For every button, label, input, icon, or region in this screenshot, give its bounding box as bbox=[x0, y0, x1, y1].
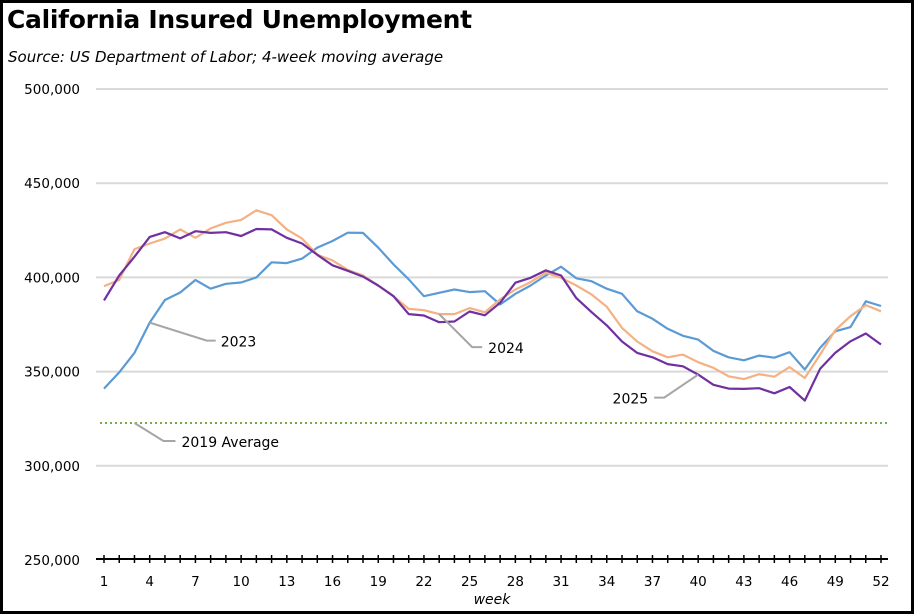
series-line-2023 bbox=[103, 231, 882, 390]
x-tick-label: 13 bbox=[278, 574, 295, 590]
x-tick-label: 19 bbox=[370, 574, 387, 590]
x-tick-label: 37 bbox=[644, 574, 661, 590]
x-tick-label: 16 bbox=[324, 574, 341, 590]
annotation-leader-line bbox=[438, 313, 483, 349]
x-axis-tick-labels: 1 4 7 10 13 16 19 22 25 28 31 34 37 40 43 46 49 52 bbox=[100, 574, 890, 590]
data-series bbox=[100, 209, 888, 425]
x-tick-label: 34 bbox=[598, 574, 615, 590]
y-axis-tick-labels: 250,000 300,000 350,000 400,000 450,000 500,0… bbox=[24, 82, 80, 569]
annotation-label: 2024 bbox=[488, 341, 524, 357]
y-tick-label: 500,000 bbox=[24, 82, 80, 98]
x-tick-label: 1 bbox=[100, 574, 109, 590]
y-tick-label: 350,000 bbox=[24, 365, 80, 381]
x-tick-label: 31 bbox=[552, 574, 569, 590]
series-line-2025 bbox=[103, 227, 882, 402]
y-tick-label: 250,000 bbox=[24, 553, 80, 569]
x-tick-label: 22 bbox=[415, 574, 432, 590]
y-tick-label: 400,000 bbox=[24, 270, 80, 286]
x-tick-label: 43 bbox=[735, 574, 752, 590]
x-tick-label: 40 bbox=[690, 574, 707, 590]
annotation-leader-line bbox=[133, 422, 176, 443]
y-tick-label: 450,000 bbox=[24, 176, 80, 192]
x-tick-label: 25 bbox=[461, 574, 478, 590]
x-tick-label: 46 bbox=[781, 574, 798, 590]
x-axis-label: week bbox=[474, 592, 512, 608]
series-line-2024 bbox=[103, 209, 882, 381]
y-tick-label: 300,000 bbox=[24, 459, 80, 475]
x-tick-label: 28 bbox=[507, 574, 524, 590]
x-tick-label: 7 bbox=[191, 574, 200, 590]
annotation-label: 2025 bbox=[613, 392, 649, 408]
annotation-label: 2023 bbox=[221, 335, 257, 351]
x-tick-label: 4 bbox=[145, 574, 154, 590]
annotation-leader-line bbox=[654, 373, 699, 399]
gridlines bbox=[96, 88, 888, 467]
annotation-label: 2019 Average bbox=[181, 435, 279, 451]
chart-subtitle: Source: US Department of Labor; 4-week m… bbox=[8, 48, 444, 66]
annotations: 2023 2024 2025 2019 Average bbox=[133, 313, 699, 451]
x-tick-label: 49 bbox=[827, 574, 844, 590]
x-tick-label: 52 bbox=[872, 574, 889, 590]
chart-title: California Insured Unemployment bbox=[7, 5, 472, 34]
x-axis bbox=[96, 555, 888, 563]
annotation-leader-line bbox=[149, 321, 216, 342]
x-tick-label: 10 bbox=[233, 574, 250, 590]
